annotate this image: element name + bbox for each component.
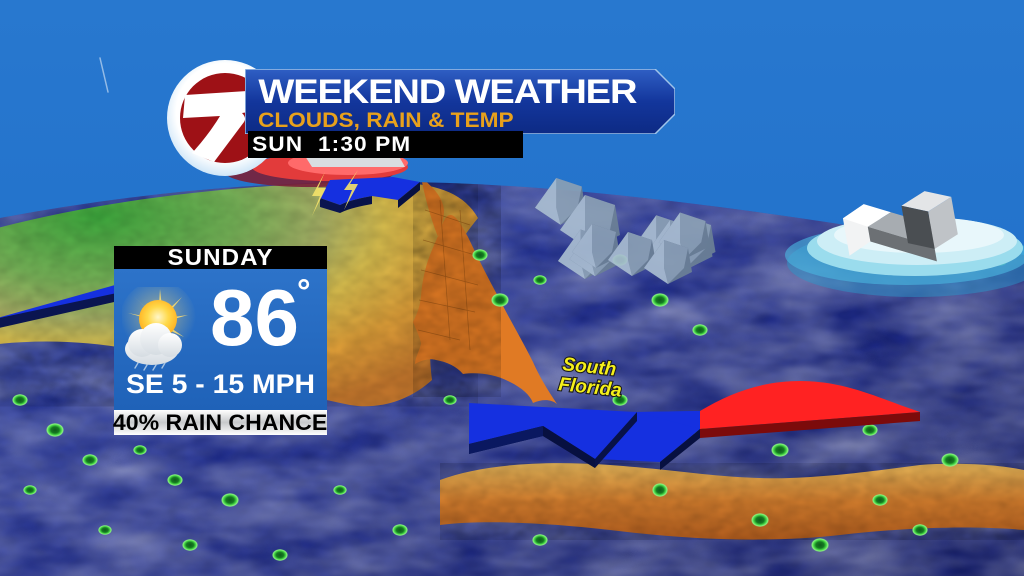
svg-text:WEEKEND WEATHER: WEEKEND WEATHER [258,72,637,111]
svg-text:CLOUDS, RAIN & TEMP: CLOUDS, RAIN & TEMP [258,108,514,132]
